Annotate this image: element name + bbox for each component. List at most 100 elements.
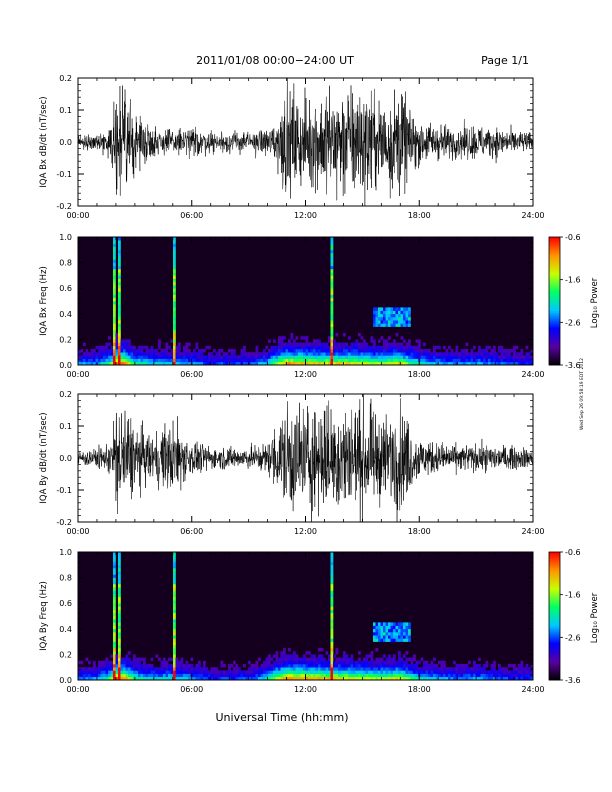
spectrogram-cell bbox=[170, 664, 174, 668]
spectrogram-cell bbox=[330, 256, 334, 260]
spectrogram-cell bbox=[105, 349, 109, 353]
spectrogram-cell bbox=[233, 349, 236, 353]
spectrogram-cell bbox=[463, 667, 466, 671]
spectrogram-cell bbox=[375, 622, 379, 626]
spectrogram-cell bbox=[278, 667, 281, 671]
spectrogram-cell bbox=[358, 657, 361, 662]
spectrogram-cell bbox=[293, 651, 296, 655]
spectrogram-cell bbox=[93, 352, 96, 356]
spectrogram-cell bbox=[295, 342, 299, 347]
spectrogram-cell bbox=[185, 342, 189, 347]
spectrogram-cell bbox=[100, 673, 104, 678]
spectrogram-cell bbox=[475, 664, 479, 668]
spectrogram-cell bbox=[363, 664, 366, 668]
spectrogram-cell bbox=[455, 355, 459, 359]
colorbar-segment bbox=[549, 337, 560, 340]
spectrogram-cell bbox=[383, 313, 386, 318]
spectrogram-cell bbox=[400, 622, 404, 626]
spectrogram-cell bbox=[458, 670, 461, 674]
spectrogram-cell bbox=[478, 349, 481, 353]
spectrogram-cell bbox=[150, 352, 154, 356]
spectrogram-cell bbox=[83, 355, 86, 359]
spectrogram-cell bbox=[233, 352, 236, 356]
spectrogram-cell bbox=[215, 667, 219, 671]
spectrogram-cell bbox=[428, 676, 431, 681]
spectrogram-cell bbox=[483, 352, 486, 356]
spectrogram-cell bbox=[395, 635, 399, 639]
spectrogram-cell bbox=[395, 628, 399, 633]
spectrogram-cell bbox=[390, 342, 394, 347]
spectrogram-cell bbox=[118, 571, 121, 575]
spectrogram-cell bbox=[173, 670, 176, 674]
spectrogram-cell bbox=[160, 673, 164, 678]
spectrogram-cell bbox=[410, 660, 414, 665]
spectrogram-cell bbox=[193, 667, 196, 671]
spectrogram-cell bbox=[448, 358, 451, 363]
spectrogram-cell bbox=[390, 625, 394, 630]
spectrogram-cell bbox=[508, 361, 511, 366]
spectrogram-cell bbox=[108, 336, 111, 340]
spectrogram-cell bbox=[290, 355, 294, 359]
spectrogram-cell bbox=[113, 596, 116, 601]
spectrogram-cell bbox=[278, 355, 281, 359]
spectrogram-cell bbox=[418, 345, 421, 350]
spectrogram-cell bbox=[330, 240, 334, 244]
spectrogram-cell bbox=[425, 664, 429, 668]
spectrogram-cell bbox=[353, 349, 356, 353]
spectrogram-cell bbox=[358, 342, 361, 347]
spectrogram-cell bbox=[103, 660, 106, 665]
spectrogram-cell bbox=[425, 667, 429, 671]
spectrogram-cell bbox=[325, 667, 329, 671]
spectrogram-cell bbox=[340, 355, 344, 359]
spectrogram-cell bbox=[310, 355, 314, 359]
spectrogram-cell bbox=[398, 638, 401, 642]
spectrogram-cell bbox=[215, 673, 219, 678]
spectrogram-cell bbox=[475, 361, 479, 366]
spectrogram-cell bbox=[295, 654, 299, 658]
spectrogram-cell bbox=[308, 670, 311, 674]
spectrogram-cell bbox=[323, 667, 326, 671]
spectrogram-cell bbox=[403, 667, 406, 671]
spectrogram-cell bbox=[138, 667, 141, 671]
spectrogram-cell bbox=[328, 667, 331, 671]
spectrogram-cell bbox=[505, 676, 509, 681]
spectrogram-cell bbox=[233, 676, 236, 681]
spectrogram-cell bbox=[138, 676, 141, 681]
colorbar-segment bbox=[549, 672, 560, 675]
spectrogram-cell bbox=[473, 352, 476, 356]
spectrogram-cell bbox=[498, 355, 501, 359]
spectrogram-cell bbox=[395, 667, 399, 671]
spectrogram-cell bbox=[110, 670, 114, 674]
spectrogram-cell bbox=[365, 664, 369, 668]
spectrogram-cell bbox=[103, 673, 106, 678]
spectrogram-cell bbox=[228, 667, 231, 671]
spectrogram-cell bbox=[328, 673, 331, 678]
spectrogram-cell bbox=[113, 660, 116, 665]
spectrogram-cell bbox=[483, 670, 486, 674]
spectrogram-cell bbox=[145, 345, 149, 350]
x-tick-label: 06:00 bbox=[180, 370, 203, 379]
spectrogram-cell bbox=[390, 358, 394, 363]
spectrogram-cell bbox=[495, 676, 499, 681]
spectrogram-cell bbox=[405, 317, 409, 321]
y-tick-label: 0.0 bbox=[59, 361, 72, 370]
spectrogram-cell bbox=[128, 660, 131, 665]
spectrogram-cell bbox=[393, 352, 396, 356]
spectrogram-cell bbox=[138, 664, 141, 668]
x-tick-label: 12:00 bbox=[294, 370, 317, 379]
spectrogram-cell bbox=[103, 667, 106, 671]
spectrogram-cell bbox=[238, 667, 241, 671]
spectrogram-cell bbox=[113, 291, 116, 295]
spectrogram-cell bbox=[150, 361, 154, 366]
spectrogram-cell bbox=[123, 673, 126, 678]
spectrogram-cell bbox=[300, 342, 304, 347]
spectrogram-cell bbox=[310, 657, 314, 662]
spectrogram-cell bbox=[403, 349, 406, 353]
spectrogram-cell bbox=[313, 654, 316, 658]
spectrogram-cell bbox=[405, 349, 409, 353]
spectrogram-cell bbox=[340, 670, 344, 674]
spectrogram-cell bbox=[493, 355, 496, 359]
spectrogram-cell bbox=[233, 667, 236, 671]
spectrogram-cell bbox=[285, 358, 289, 363]
spectrogram-cell bbox=[308, 667, 311, 671]
